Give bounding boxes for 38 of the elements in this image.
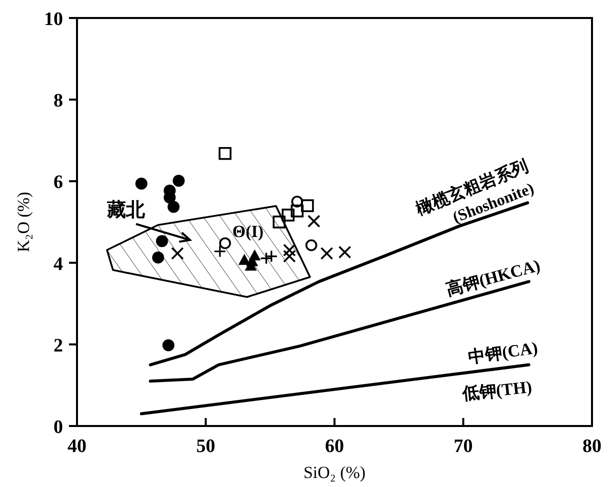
- point: [283, 250, 296, 263]
- annotation: 高钾(HKCA): [444, 256, 542, 300]
- annotation: 低钾(TH): [460, 377, 533, 404]
- point: [171, 247, 184, 260]
- x-tick-label: 50: [196, 436, 216, 457]
- point: [290, 204, 304, 218]
- x-tick-label: 70: [454, 436, 473, 457]
- y-tick-label: 8: [54, 90, 63, 112]
- point: [152, 251, 164, 264]
- y-tick-label: 0: [54, 417, 63, 438]
- point: [301, 199, 314, 212]
- point: [168, 200, 180, 213]
- y-tick-label: 10: [44, 9, 63, 30]
- y-tick-label: 2: [54, 335, 63, 356]
- x-tick-label: 80: [582, 436, 602, 457]
- point: [156, 235, 168, 248]
- point: [338, 246, 352, 259]
- point: [248, 249, 261, 260]
- point: [219, 237, 231, 250]
- point: [172, 174, 185, 187]
- point: [218, 147, 232, 160]
- y-tick-label: 6: [54, 172, 63, 194]
- point: [308, 214, 320, 228]
- annotation: 藏北: [106, 199, 146, 221]
- point: [272, 216, 286, 228]
- point: [320, 247, 334, 260]
- point: [282, 208, 295, 222]
- annotation: 中钾(CA): [467, 338, 539, 367]
- point: [283, 244, 296, 257]
- x-tick-label: 60: [325, 436, 344, 457]
- annotation: Θ(I): [232, 222, 264, 241]
- point: [305, 239, 318, 252]
- point: [135, 178, 148, 190]
- point: [162, 339, 174, 352]
- x-tick-label: 40: [68, 436, 86, 457]
- y-tick-label: 4: [54, 254, 64, 275]
- x-axis-title: SiO₂ (%): [303, 463, 366, 482]
- y-axis-title: K₂O (%): [14, 192, 33, 252]
